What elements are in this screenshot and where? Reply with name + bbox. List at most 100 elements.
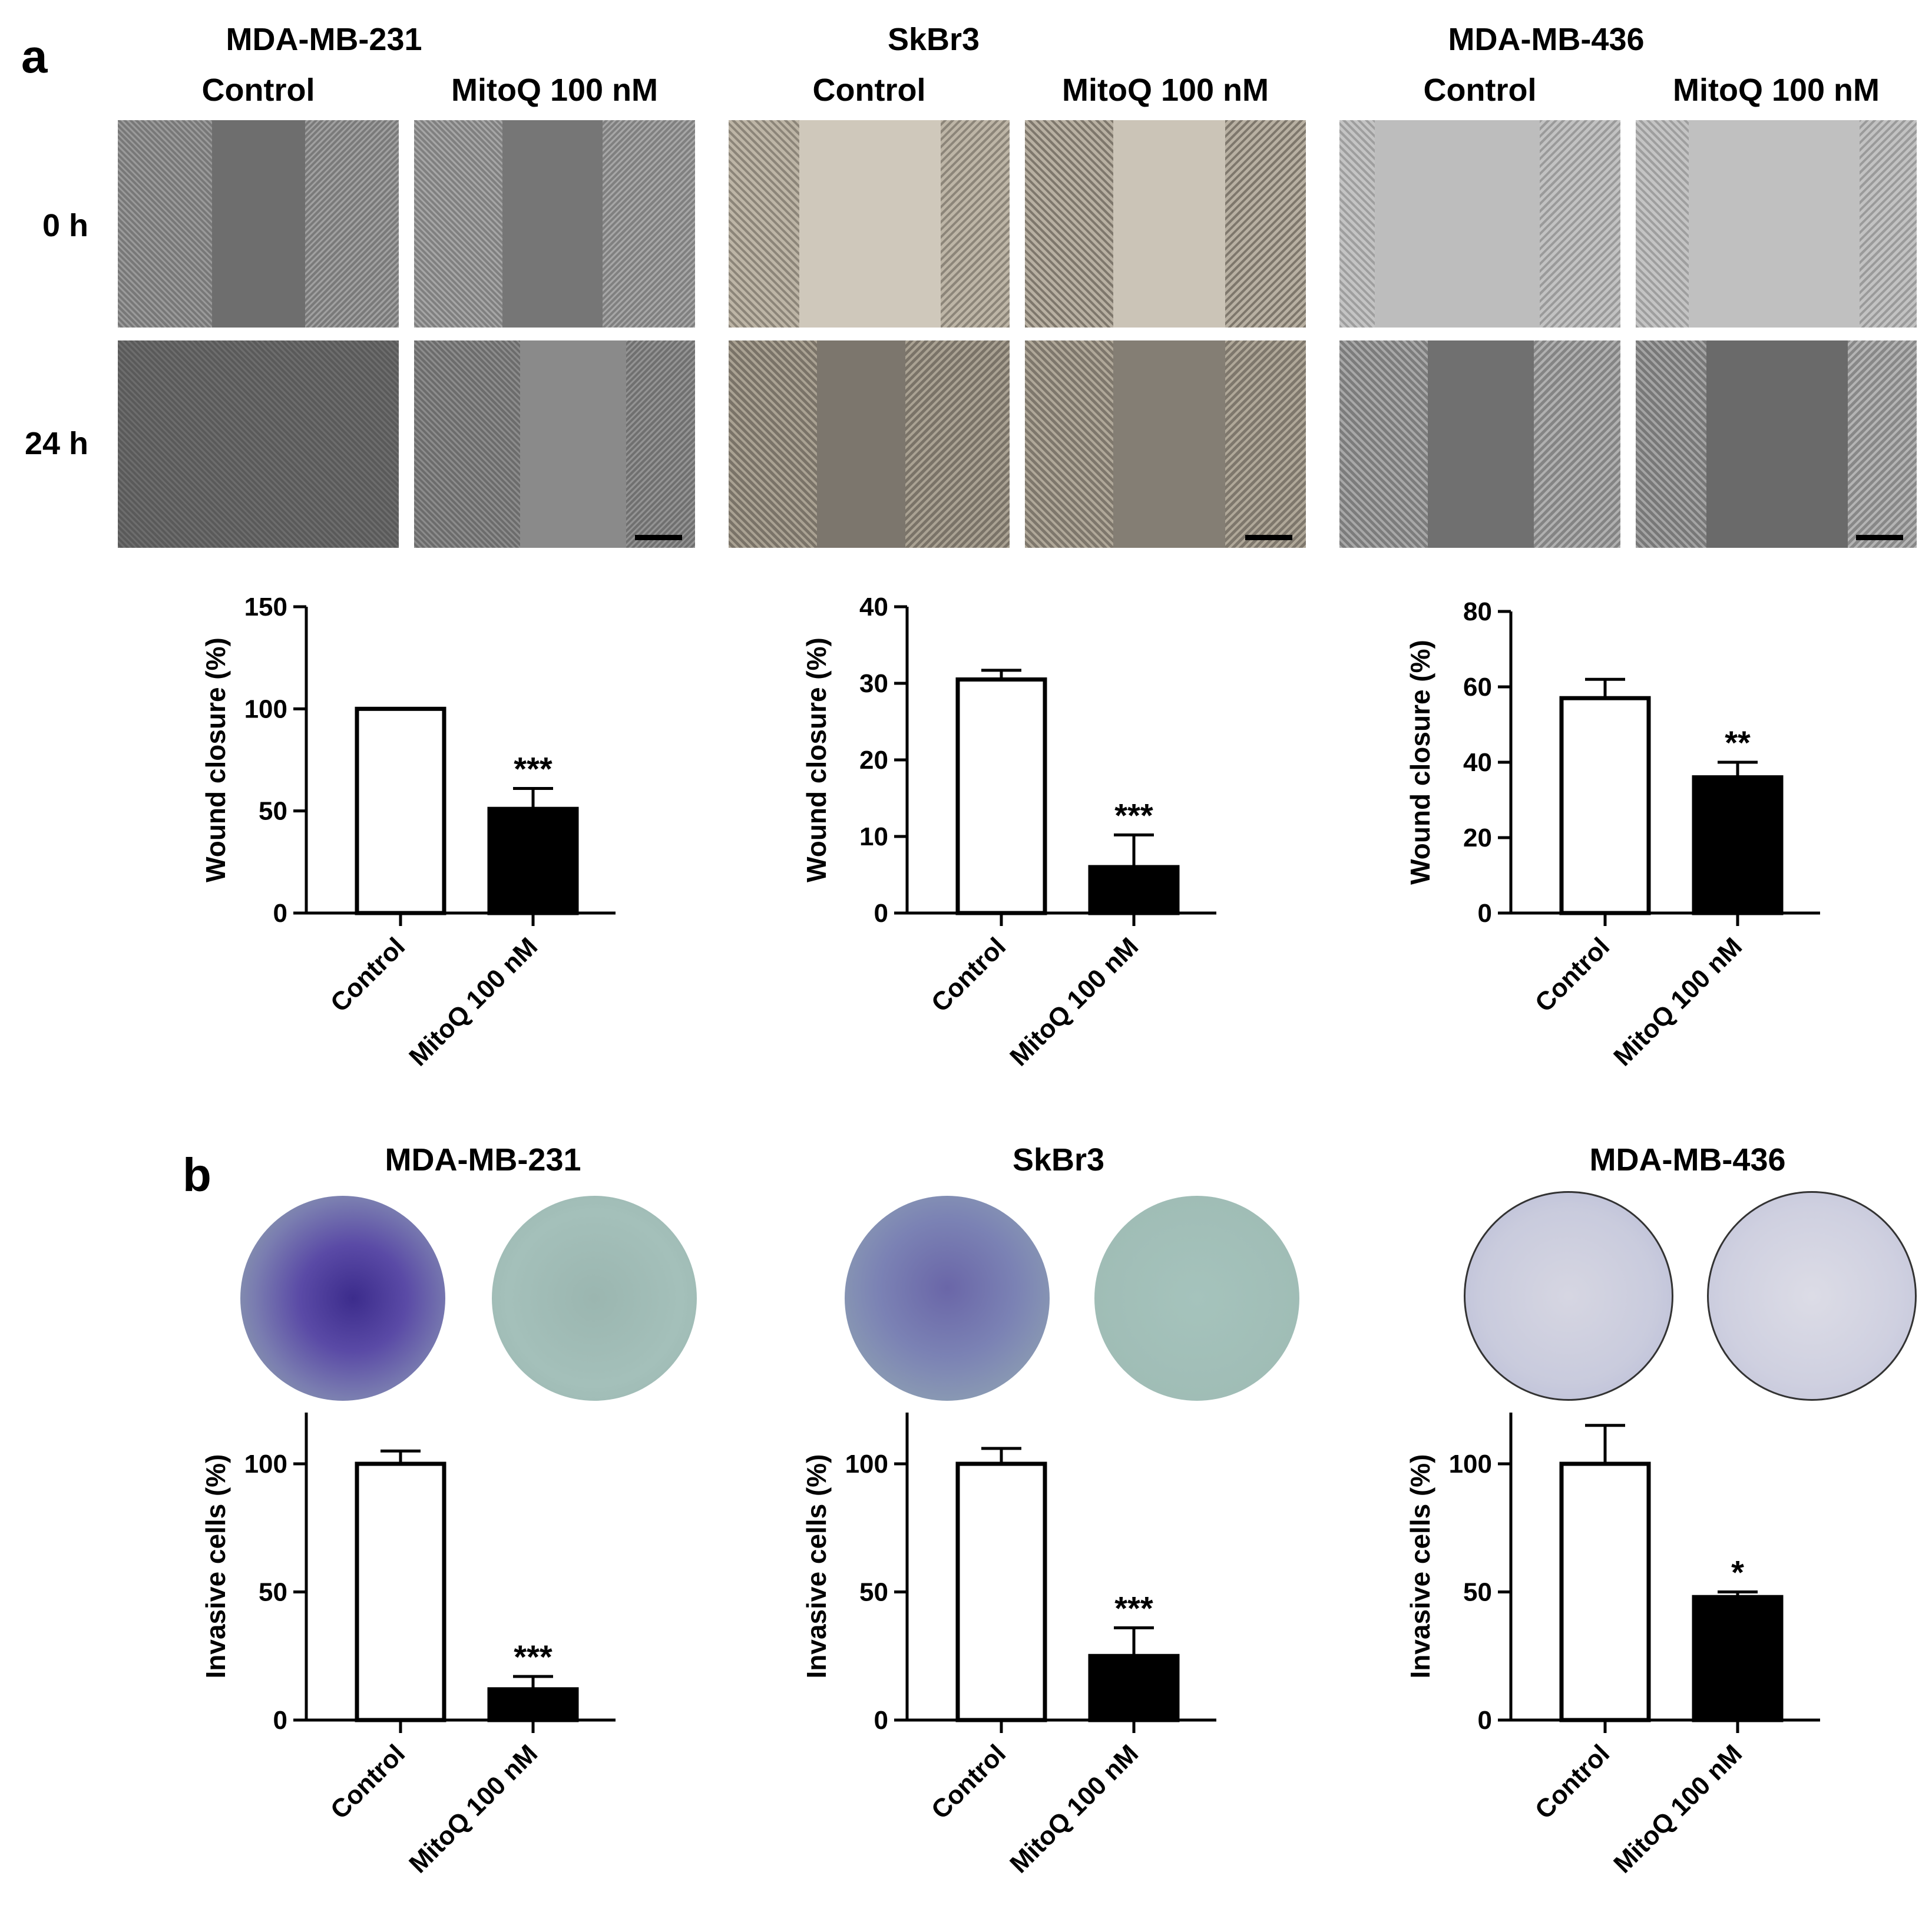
x-tick-label: Control — [325, 1739, 411, 1824]
y-axis-label: Invasive cells (%) — [200, 1454, 231, 1679]
y-tick-label: 20 — [859, 746, 888, 775]
invasion-title-mda-mb-231: MDA-MB-231 — [385, 1142, 581, 1178]
scale-bar — [635, 535, 682, 540]
y-tick-label: 100 — [244, 695, 287, 723]
micrograph-mda-mb-231-mitoq-24h — [414, 340, 695, 548]
invasion-title-skbr3: SkBr3 — [1012, 1142, 1105, 1178]
y-tick-label: 20 — [1463, 824, 1492, 852]
y-tick-label: 30 — [859, 669, 888, 698]
bar-mitoq — [487, 806, 579, 915]
y-axis-label: Wound closure (%) — [801, 637, 832, 882]
micrograph-mda-mb-231-control-0h — [118, 120, 399, 328]
micrograph-skbr3-control-0h — [729, 120, 1010, 328]
y-tick-label: 0 — [1478, 1706, 1492, 1735]
micrograph-mda-mb-436-control-0h — [1339, 120, 1620, 328]
x-tick-label: Control — [1530, 932, 1615, 1017]
scale-bar — [1245, 535, 1292, 540]
y-tick-label: 40 — [1463, 748, 1492, 777]
transwell-mda-mb-436-control — [1464, 1191, 1673, 1401]
significance-label: *** — [1114, 1589, 1153, 1626]
y-tick-label: 150 — [244, 593, 287, 621]
significance-label: *** — [514, 1638, 553, 1675]
micrograph-mda-mb-231-mitoq-0h — [414, 120, 695, 328]
transwell-mda-mb-231-control — [240, 1196, 445, 1401]
scale-bar — [1856, 535, 1903, 540]
condition-label-mitoq: MitoQ 100 nM — [451, 72, 659, 108]
panel-label-b: b — [183, 1149, 211, 1201]
x-tick-label: MitoQ 100 nM — [403, 932, 543, 1072]
y-tick-label: 60 — [1463, 673, 1492, 702]
x-tick-label: Control — [926, 932, 1011, 1017]
micrograph-skbr3-mitoq-24h — [1025, 340, 1306, 548]
significance-label: ** — [1725, 724, 1751, 761]
y-tick-label: 10 — [859, 822, 888, 851]
y-axis-label: Wound closure (%) — [200, 637, 231, 882]
wound-title-mda-mb-436: MDA-MB-436 — [1448, 22, 1645, 57]
micrograph-skbr3-control-24h — [729, 340, 1010, 548]
bar-control — [355, 1461, 446, 1722]
x-tick-label: Control — [1530, 1739, 1615, 1824]
bar-mitoq — [1692, 1595, 1784, 1722]
y-tick-label: 50 — [259, 797, 287, 826]
x-tick-label: Control — [325, 932, 411, 1017]
y-tick-label: 0 — [273, 899, 287, 928]
panel-label-a: a — [21, 30, 48, 82]
wound-title-mda-mb-231: MDA-MB-231 — [226, 22, 422, 57]
micrograph-mda-mb-231-control-24h — [118, 340, 399, 548]
transwell-mda-mb-231-mitoq — [492, 1196, 697, 1401]
y-tick-label: 50 — [1463, 1578, 1492, 1607]
condition-label-control: Control — [201, 72, 315, 108]
y-tick-label: 50 — [259, 1578, 287, 1607]
condition-label-control: Control — [812, 72, 926, 108]
significance-label: *** — [514, 750, 553, 788]
micrograph-mda-mb-436-mitoq-0h — [1636, 120, 1917, 328]
y-tick-label: 0 — [1478, 899, 1492, 928]
bar-control — [1559, 696, 1651, 915]
invasion-title-mda-mb-436: MDA-MB-436 — [1589, 1142, 1786, 1178]
y-tick-label: 0 — [874, 899, 888, 928]
micrograph-skbr3-mitoq-0h — [1025, 120, 1306, 328]
x-tick-label: MitoQ 100 nM — [1608, 1739, 1748, 1879]
condition-label-mitoq: MitoQ 100 nM — [1061, 72, 1269, 108]
bar-mitoq — [487, 1687, 579, 1722]
time-label-24h: 24 h — [24, 426, 88, 461]
bar-control — [955, 1461, 1047, 1722]
bar-control — [955, 677, 1047, 915]
bar-mitoq — [1692, 775, 1784, 915]
x-tick-label: MitoQ 100 nM — [1004, 1739, 1144, 1879]
condition-label-control: Control — [1423, 72, 1537, 108]
y-tick-label: 100 — [845, 1450, 888, 1479]
bar-mitoq — [1088, 1653, 1180, 1722]
transwell-skbr3-mitoq — [1094, 1196, 1299, 1401]
bar-mitoq — [1088, 865, 1180, 915]
x-tick-label: Control — [926, 1739, 1011, 1824]
x-tick-label: MitoQ 100 nM — [1004, 932, 1144, 1072]
y-tick-label: 100 — [244, 1450, 287, 1479]
micrograph-mda-mb-436-mitoq-24h — [1636, 340, 1917, 548]
wound-title-skbr3: SkBr3 — [887, 22, 980, 57]
y-axis-label: Wound closure (%) — [1405, 640, 1435, 885]
y-tick-label: 0 — [874, 1706, 888, 1735]
transwell-mda-mb-436-mitoq — [1707, 1191, 1917, 1401]
condition-label-mitoq: MitoQ 100 nM — [1672, 72, 1880, 108]
significance-label: *** — [1114, 796, 1153, 834]
bar-control — [355, 706, 446, 915]
x-tick-label: MitoQ 100 nM — [403, 1739, 543, 1879]
y-axis-label: Invasive cells (%) — [801, 1454, 832, 1679]
y-tick-label: 0 — [273, 1706, 287, 1735]
significance-label: * — [1731, 1554, 1744, 1591]
time-label-0h: 0 h — [42, 208, 88, 243]
x-tick-label: MitoQ 100 nM — [1608, 932, 1748, 1072]
bar-control — [1559, 1461, 1651, 1722]
y-axis-label: Invasive cells (%) — [1405, 1454, 1435, 1679]
y-tick-label: 100 — [1449, 1450, 1492, 1479]
y-tick-label: 80 — [1463, 597, 1492, 626]
y-tick-label: 50 — [859, 1578, 888, 1607]
y-tick-label: 40 — [859, 593, 888, 621]
